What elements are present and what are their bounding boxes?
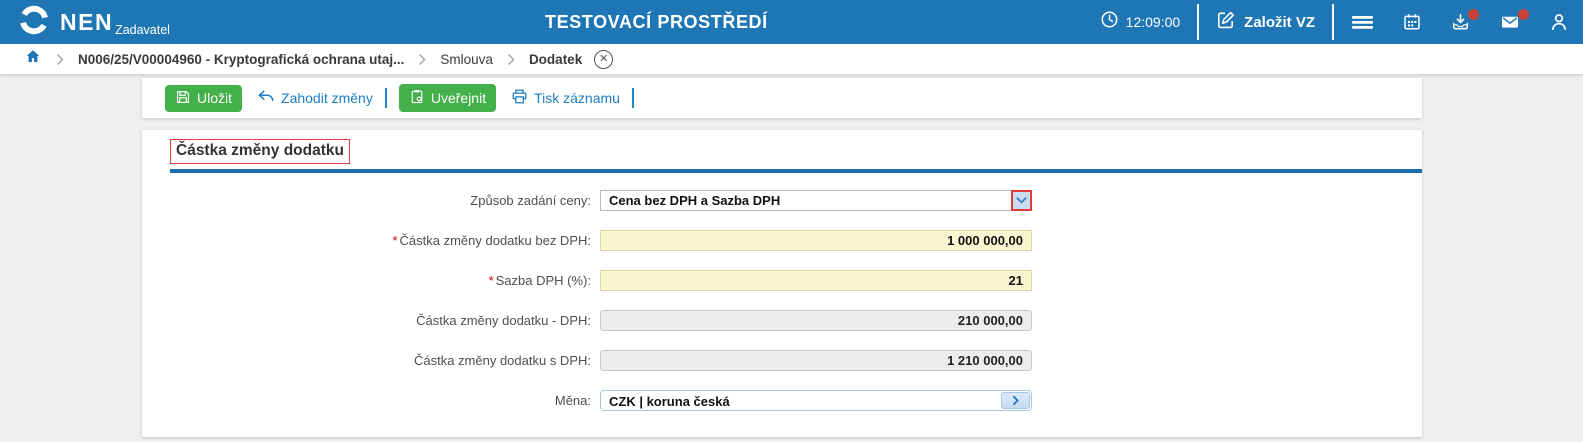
downloads-icon[interactable] bbox=[1450, 9, 1479, 32]
vat-amount-readonly-field bbox=[600, 310, 1032, 331]
field-label: Způsob zadání ceny: bbox=[470, 193, 591, 208]
breadcrumb-item-smlouva[interactable]: Smlouva bbox=[440, 51, 493, 67]
save-button[interactable]: Uložit bbox=[165, 84, 243, 112]
clock-time: 12:09:00 bbox=[1125, 14, 1181, 30]
header-divider bbox=[1197, 4, 1200, 40]
breadcrumb-separator-icon bbox=[507, 53, 515, 66]
field-label: Částka změny dodatku s DPH: bbox=[413, 353, 591, 368]
required-marker: * bbox=[392, 233, 398, 248]
logo-text: NEN bbox=[60, 8, 114, 35]
amount-without-vat-input[interactable] bbox=[600, 230, 1032, 251]
undo-icon bbox=[257, 89, 275, 108]
publish-button[interactable]: Uveřejnit bbox=[398, 84, 497, 112]
printer-icon bbox=[511, 88, 528, 108]
chevron-down-icon[interactable] bbox=[1011, 190, 1032, 211]
notification-badge bbox=[1518, 9, 1529, 20]
app-header: NEN Zadavatel TESTOVACÍ PROSTŘEDÍ 12:09:… bbox=[0, 0, 1583, 44]
publish-clipboard-icon bbox=[409, 88, 425, 108]
nen-logo-icon bbox=[16, 2, 52, 43]
toolbar: Uložit Zahodit změny Uveřejnit bbox=[142, 78, 1422, 118]
close-icon[interactable]: ✕ bbox=[594, 49, 614, 69]
clock-icon bbox=[1100, 10, 1119, 34]
field-label: * Sazba DPH (%): bbox=[488, 273, 591, 288]
breadcrumb-separator-icon bbox=[418, 53, 426, 66]
amount-with-vat-readonly-field bbox=[600, 350, 1032, 371]
form-row-amount-without-vat: * Částka změny dodatku bez DPH: bbox=[142, 230, 1422, 251]
section-underline bbox=[170, 169, 1422, 173]
logo[interactable]: NEN Zadavatel bbox=[16, 0, 170, 44]
toolbar-divider bbox=[631, 88, 634, 108]
user-profile-icon[interactable] bbox=[1549, 12, 1569, 32]
vat-rate-input[interactable] bbox=[600, 270, 1032, 291]
discard-changes-label: Zahodit změny bbox=[281, 90, 373, 106]
content-panel: Částka změny dodatku Způsob zadání ceny:… bbox=[142, 130, 1422, 437]
calendar-icon[interactable] bbox=[1402, 12, 1422, 32]
publish-label: Uveřejnit bbox=[430, 90, 487, 106]
discard-changes-button[interactable]: Zahodit změny bbox=[257, 89, 373, 108]
menu-hamburger-icon[interactable] bbox=[1351, 12, 1374, 32]
environment-title: TESTOVACÍ PROSTŘEDÍ bbox=[545, 12, 768, 32]
form-row-currency: Měna: bbox=[142, 390, 1422, 412]
field-label: Měna: bbox=[554, 393, 591, 408]
section-title: Částka změny dodatku bbox=[170, 139, 350, 164]
breadcrumb-item-dodatek[interactable]: Dodatek bbox=[528, 51, 583, 67]
notification-badge bbox=[1468, 9, 1479, 20]
header-divider bbox=[1332, 4, 1334, 40]
form-row-vat-amount: Částka změny dodatku - DPH: bbox=[142, 310, 1422, 331]
edit-icon bbox=[1216, 10, 1236, 35]
save-label: Uložit bbox=[197, 90, 233, 106]
breadcrumb-separator-icon bbox=[56, 53, 64, 66]
create-vz-button[interactable]: Založit VZ bbox=[1216, 10, 1315, 35]
home-icon[interactable] bbox=[24, 48, 42, 70]
breadcrumb: N006/25/V00004960 - Kryptografická ochra… bbox=[0, 44, 1583, 74]
toolbar-divider bbox=[384, 88, 387, 108]
form-row-vat-rate: * Sazba DPH (%): bbox=[142, 270, 1422, 291]
create-vz-label: Založit VZ bbox=[1244, 13, 1315, 31]
form-row-amount-with-vat: Částka změny dodatku s DPH: bbox=[142, 350, 1422, 371]
breadcrumb-item-contract[interactable]: N006/25/V00004960 - Kryptografická ochra… bbox=[78, 51, 405, 67]
mail-icon[interactable] bbox=[1499, 9, 1529, 32]
clock-display: 12:09:00 bbox=[1100, 10, 1181, 34]
field-label: Částka změny dodatku - DPH: bbox=[416, 313, 591, 328]
chevron-right-icon[interactable] bbox=[1001, 392, 1030, 409]
logo-subtext: Zadavatel bbox=[115, 23, 170, 37]
currency-input[interactable] bbox=[601, 391, 997, 412]
required-marker: * bbox=[488, 273, 494, 288]
field-label: * Částka změny dodatku bez DPH: bbox=[392, 233, 591, 248]
amendment-amount-form: Způsob zadání ceny: *Částka změny dodatk… bbox=[142, 190, 1422, 412]
print-record-button[interactable]: Tisk záznamu bbox=[511, 88, 620, 108]
price-entry-method-dropdown[interactable] bbox=[600, 190, 1032, 211]
print-record-label: Tisk záznamu bbox=[534, 90, 620, 106]
save-icon bbox=[175, 89, 191, 108]
form-row-price-entry-method: Způsob zadání ceny: bbox=[142, 190, 1422, 211]
